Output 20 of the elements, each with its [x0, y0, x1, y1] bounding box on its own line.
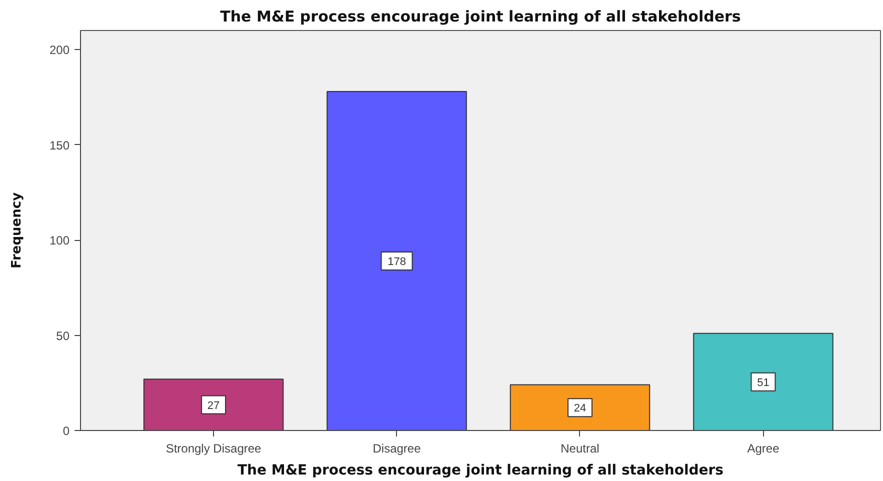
- x-tick-label: Neutral: [560, 442, 600, 456]
- data-label: 51: [757, 376, 770, 389]
- x-axis-title: The M&E process encourage joint learning of all stakeholders: [238, 462, 724, 478]
- y-tick-label: 0: [62, 424, 70, 438]
- data-label: 178: [388, 256, 406, 268]
- bar: [510, 384, 650, 430]
- bar: [693, 332, 834, 430]
- data-label: 27: [207, 400, 220, 412]
- bar: [326, 90, 467, 430]
- y-tick-label: 50: [56, 328, 70, 343]
- x-tick-label: Disagree: [372, 442, 422, 456]
- y-tick-label: 200: [49, 43, 70, 58]
- x-tick-label: Agree: [747, 442, 780, 456]
- y-tick-label: 100: [49, 234, 70, 248]
- y-axis-title: Frequency: [9, 192, 24, 269]
- data-label: 24: [574, 402, 586, 415]
- bar: [143, 378, 284, 430]
- y-tick-label: 150: [49, 138, 70, 152]
- x-tick-label: Strongly Disagree: [166, 442, 262, 456]
- chart-title: The M&E process encourage joint learning of all stakeholders: [220, 8, 741, 26]
